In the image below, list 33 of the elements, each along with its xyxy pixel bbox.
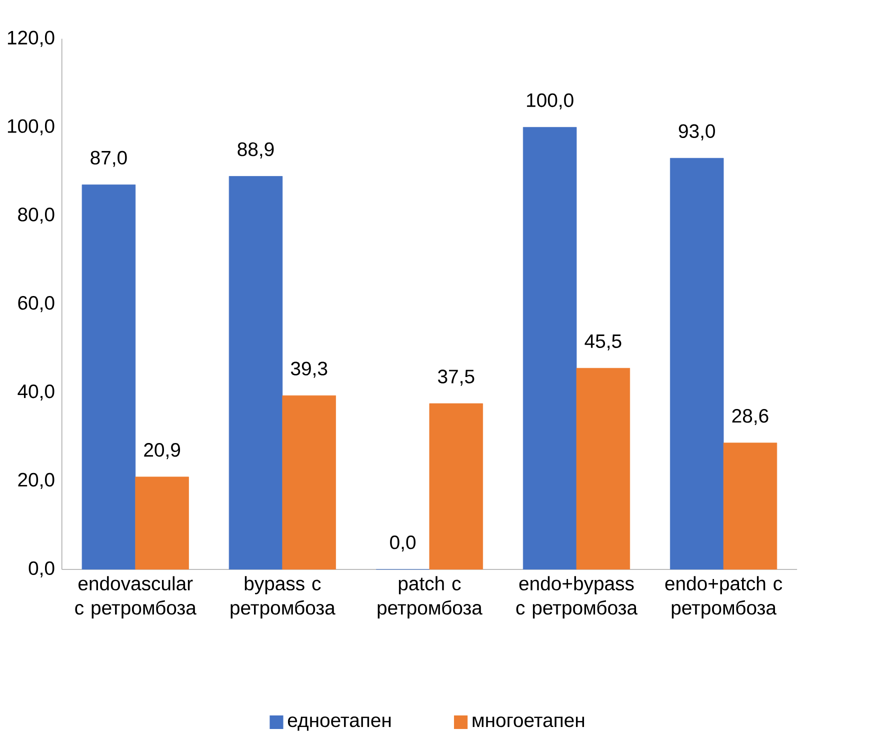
x-tick-label: bypass с ретромбоза [230,576,336,619]
y-tick-label: 40,0 [18,384,54,401]
y-tick-label: 0,0 [28,561,54,578]
data-label: 100,0 [527,94,574,110]
data-label: 20,9 [144,443,180,460]
bar [429,404,483,570]
bar [282,396,336,570]
legend-label: едноетапен [288,716,391,731]
data-label: 93,0 [678,124,715,140]
bar [723,442,778,570]
x-tick-label: endo+bypass с ретромбоза [516,576,638,619]
y-tick-label: 60,0 [18,296,54,312]
y-tick-label: 80,0 [18,208,54,224]
bar [576,368,630,570]
y-tick-label: 20,0 [18,473,54,490]
data-label: 0,0 [390,536,416,552]
bar [522,127,577,570]
data-label: 45,5 [584,334,622,351]
data-label: 39,3 [290,362,328,378]
x-tick-label: endovascular с ретромбоза [75,576,196,619]
x-tick-label: patch с ретромбоза [378,576,482,619]
y-tick-label: 100,0 [8,119,54,136]
bar [82,184,136,570]
data-label: 28,6 [732,409,768,426]
bar [228,176,283,570]
data-label: 88,9 [238,142,274,159]
data-label: 37,5 [438,370,474,386]
bar [670,158,724,570]
legend-label: многоетапен [472,716,584,728]
data-label: 87,0 [90,150,127,168]
bar [135,476,189,570]
y-tick-label: 120,0 [8,30,54,47]
x-tick-label: endo+patch с ретромбоза [665,576,782,619]
